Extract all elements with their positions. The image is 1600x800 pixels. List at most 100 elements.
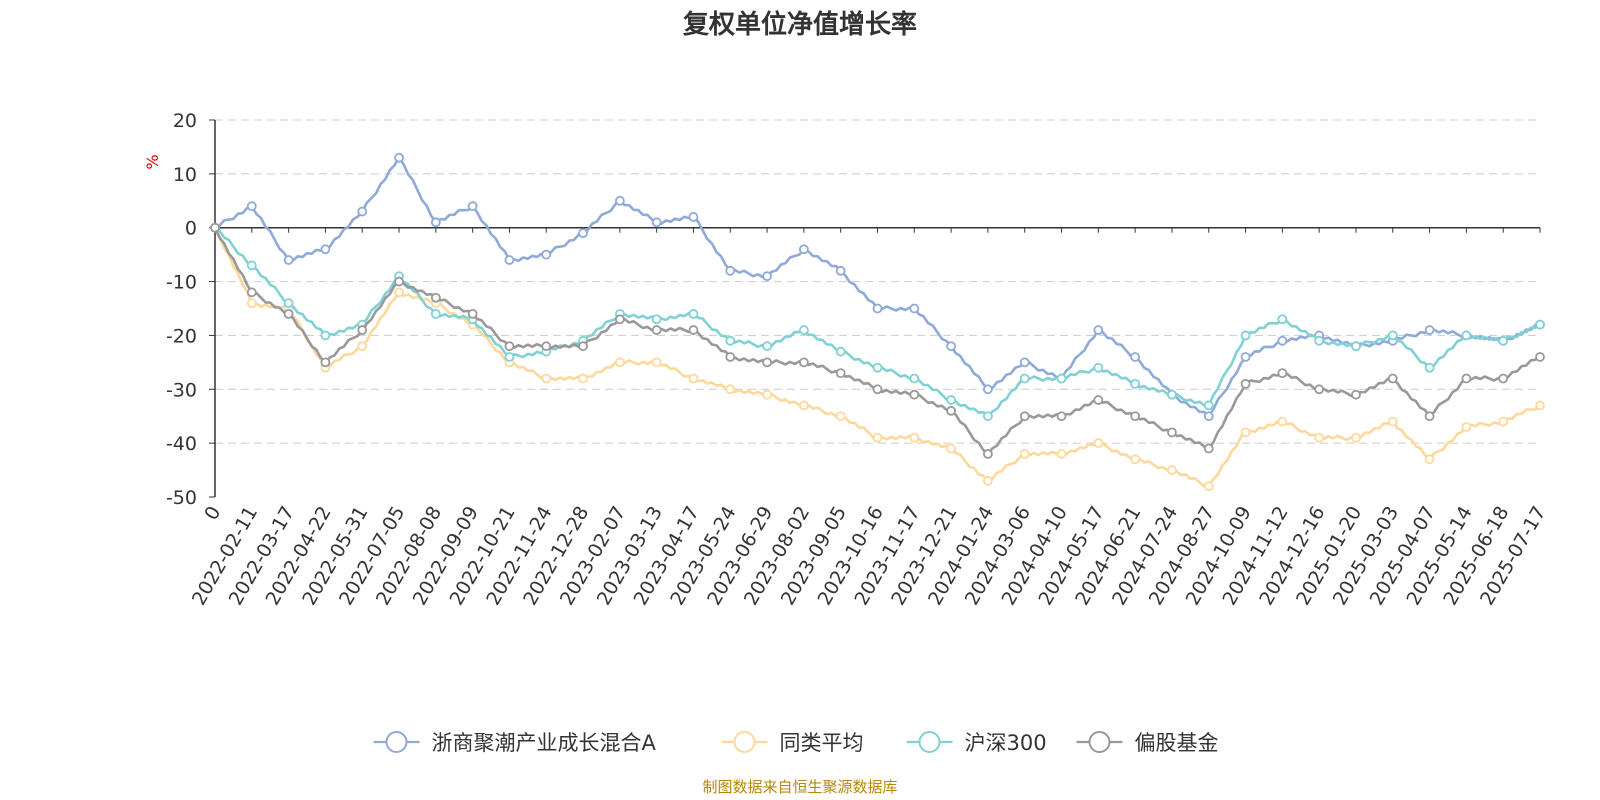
legend-label: 浙商聚潮产业成长混合A — [432, 731, 657, 755]
data-point — [504, 352, 515, 362]
data-point — [946, 395, 957, 405]
data-point — [1535, 352, 1545, 362]
legend-item[interactable]: 同类平均 — [721, 731, 864, 755]
data-point — [320, 244, 331, 255]
data-point — [1056, 373, 1067, 384]
data-point — [1461, 422, 1472, 432]
legend-label: 偏股基金 — [1135, 731, 1219, 755]
data-point — [762, 341, 772, 352]
data-point — [1351, 389, 1361, 400]
data-point — [1240, 330, 1251, 341]
data-point — [1387, 416, 1398, 427]
legend-label: 沪深300 — [965, 731, 1047, 755]
gridlines — [215, 119, 1540, 444]
data-point — [1203, 481, 1214, 492]
data-point — [1424, 411, 1435, 422]
legend-item[interactable]: 沪深300 — [906, 731, 1047, 755]
data-point — [1056, 411, 1067, 422]
data-point — [1167, 465, 1177, 475]
legend-swatch-marker — [1088, 731, 1111, 753]
data-point — [983, 449, 993, 459]
data-point — [357, 325, 368, 335]
data-point — [983, 411, 993, 422]
data-point — [946, 443, 957, 454]
data-point — [246, 287, 257, 298]
data-point — [357, 341, 368, 352]
data-point — [1203, 400, 1214, 411]
data-point — [1498, 373, 1509, 384]
data-point — [614, 195, 625, 206]
y-tick-label: 0 — [185, 218, 197, 240]
data-point — [283, 308, 294, 319]
data-point — [1203, 443, 1214, 454]
data-point — [283, 255, 294, 265]
data-point — [430, 217, 441, 228]
series-line — [213, 227, 1541, 456]
data-point — [725, 335, 736, 346]
data-point — [835, 368, 846, 379]
data-point — [983, 384, 993, 395]
data-point — [357, 206, 368, 217]
data-point — [909, 373, 920, 384]
data-point — [1130, 352, 1141, 362]
data-point — [246, 298, 257, 309]
data-point — [578, 373, 588, 384]
data-point — [835, 411, 846, 422]
data-point — [651, 217, 662, 228]
y-tick-label: -40 — [166, 433, 197, 455]
legend-item[interactable]: 浙商聚潮产业成长混合A — [373, 731, 657, 755]
data-point — [762, 271, 772, 282]
data-point — [1424, 454, 1435, 465]
data-point — [909, 303, 920, 314]
data-point — [909, 432, 920, 443]
data-point — [909, 389, 920, 400]
data-point — [210, 222, 220, 233]
data-point — [872, 303, 883, 314]
data-point — [1277, 368, 1288, 379]
data-point — [1351, 341, 1361, 352]
legend-item[interactable]: 偏股基金 — [1076, 731, 1219, 755]
data-point — [651, 325, 662, 335]
data-point — [1019, 411, 1030, 422]
data-point — [1387, 330, 1398, 341]
data-point — [283, 298, 294, 309]
data-point — [467, 308, 478, 319]
data-point — [872, 384, 883, 395]
data-point — [762, 357, 772, 368]
data-point — [762, 389, 772, 400]
data-point — [1056, 449, 1067, 459]
data-point — [835, 346, 846, 357]
data-point — [688, 373, 699, 384]
series-2 — [210, 222, 1545, 492]
data-point — [1019, 357, 1030, 368]
series-layer — [210, 152, 1545, 492]
data-point — [688, 308, 699, 319]
data-point — [688, 212, 699, 222]
data-point — [1387, 373, 1398, 384]
data-point — [1093, 325, 1104, 335]
data-point — [504, 341, 515, 352]
data-point — [394, 152, 404, 163]
data-point — [725, 352, 736, 362]
chart-title: 复权单位净值增长率 — [683, 9, 917, 40]
data-point — [1019, 449, 1030, 459]
data-point — [430, 292, 441, 303]
y-tick-label: -30 — [166, 379, 197, 401]
data-point — [798, 325, 809, 335]
data-point — [467, 201, 478, 212]
y-axis-ticks: 20 10 0 -10 -20 -30 -40 -50 — [166, 110, 215, 509]
data-point — [983, 475, 993, 486]
data-point — [578, 341, 588, 352]
data-point — [835, 265, 846, 276]
data-point — [1498, 335, 1509, 346]
data-point — [320, 330, 331, 341]
data-point — [1351, 432, 1361, 443]
data-point — [1240, 352, 1251, 362]
legend: 浙商聚潮产业成长混合A 同类平均 沪深300 偏股基金 — [373, 731, 1219, 755]
data-point — [614, 314, 625, 325]
data-point — [1203, 411, 1214, 422]
data-point — [946, 405, 957, 416]
data-point — [1535, 319, 1545, 330]
data-point — [541, 341, 552, 352]
data-point — [1130, 378, 1141, 389]
